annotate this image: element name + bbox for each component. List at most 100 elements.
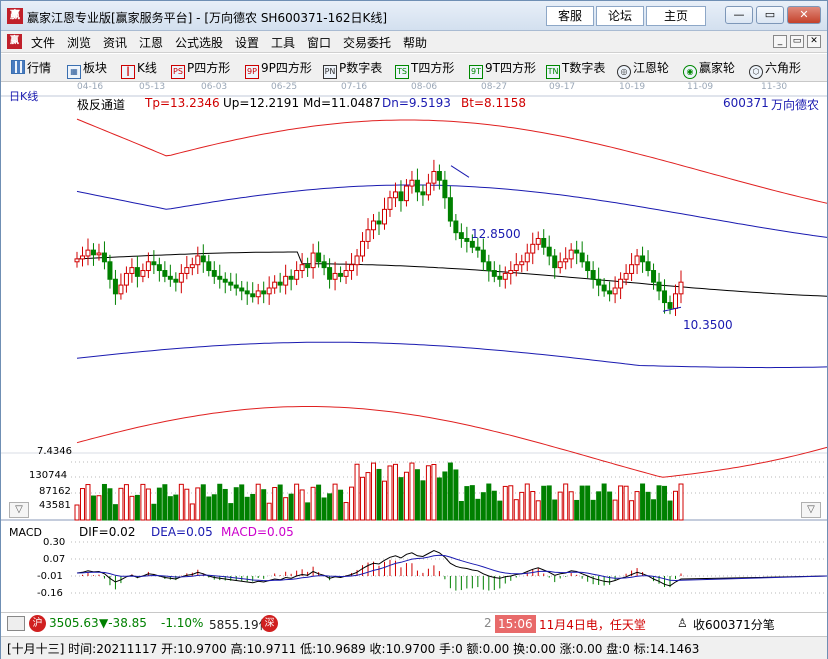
toolbar-t-square-button[interactable]: TS T四方形 <box>395 59 455 79</box>
volume-bar <box>640 483 646 521</box>
volume-bar <box>546 485 552 521</box>
volume-bar <box>475 498 481 521</box>
dea-value: DEA=0.05 <box>151 525 213 539</box>
toolbar-quotes-button[interactable]: 行情 <box>11 59 51 77</box>
volume-bar <box>189 503 195 521</box>
toolbar-hexagon-button[interactable]: ⬡ 六角形 <box>749 59 801 79</box>
macd-axis-label: 0.07 <box>43 554 66 565</box>
volume-bar <box>299 489 305 521</box>
menu-file[interactable]: 文件 <box>31 36 56 50</box>
candle-body <box>623 272 629 280</box>
candle-body <box>266 287 272 295</box>
candle-body <box>244 290 250 295</box>
menu-settings[interactable]: 设置 <box>235 36 260 50</box>
news-time: 15:06 <box>495 615 536 633</box>
volume-bar <box>491 490 497 521</box>
menu-gann[interactable]: 江恩 <box>139 36 164 50</box>
volume-bar <box>173 494 179 521</box>
customer-service-link[interactable]: 客服 <box>546 6 594 26</box>
toolbar-9t-square-button[interactable]: 9T 9T四方形 <box>469 59 536 79</box>
volume-bar <box>305 502 311 521</box>
volume-bar <box>134 494 140 521</box>
candle-body <box>667 302 673 309</box>
mdi-close-button[interactable]: ✕ <box>807 35 821 48</box>
volume-bar <box>85 484 91 521</box>
toolbar-gann-wheel-button[interactable]: ◎ 江恩轮 <box>617 59 669 79</box>
volume-bar <box>552 499 558 521</box>
menu-help[interactable]: 帮助 <box>403 36 428 50</box>
candle-body <box>151 261 157 266</box>
volume-bar <box>354 463 360 521</box>
volume-bar <box>310 486 316 521</box>
candle-body <box>673 293 679 309</box>
menu-info[interactable]: 资讯 <box>103 36 128 50</box>
candle-body <box>568 249 574 260</box>
collapse-up-button[interactable]: ▽ <box>9 502 29 518</box>
volume-bar <box>645 491 651 521</box>
menu-trade[interactable]: 交易委托 <box>343 36 392 50</box>
candle-body <box>376 220 382 225</box>
menu-window[interactable]: 窗口 <box>307 36 332 50</box>
menu-tools[interactable]: 工具 <box>271 36 296 50</box>
alarm-bell-icon[interactable]: ♙ <box>677 616 688 630</box>
close-button[interactable]: ✕ <box>787 6 821 24</box>
toolbar-label: 9P四方形 <box>261 61 312 75</box>
keyboard-icon[interactable] <box>7 616 25 631</box>
collapse-down-button[interactable]: ▽ <box>801 502 821 518</box>
toolbar-p-table-button[interactable]: PN P数字表 <box>323 59 382 79</box>
toolbar-9p-square-button[interactable]: 9P 9P四方形 <box>245 59 312 79</box>
mdi-restore-button[interactable]: ▭ <box>790 35 804 48</box>
toolbar-winner-wheel-button[interactable]: ◉ 赢家轮 <box>683 59 735 79</box>
volume-bar <box>151 503 157 521</box>
homepage-link[interactable]: 主页 <box>646 6 706 26</box>
volume-bar <box>79 488 85 521</box>
candle-body <box>74 258 80 263</box>
mdi-minimize-button[interactable]: _ <box>773 35 787 48</box>
volume-bar <box>211 494 217 521</box>
date-tick: 04-16 <box>77 82 104 92</box>
title-bar[interactable]: 赢 赢家江恩专业版[赢家服务平台] - [万向德农 SH600371-162日K… <box>1 1 827 31</box>
volume-bar <box>502 485 508 521</box>
date-tick: 09-17 <box>549 82 576 92</box>
volume-bar <box>629 500 635 521</box>
candle-body <box>277 281 283 286</box>
toolbar-t-table-button[interactable]: TN T数字表 <box>546 59 605 79</box>
candle-body <box>195 255 201 266</box>
volume-bar <box>508 485 514 521</box>
menu-browse[interactable]: 浏览 <box>67 36 92 50</box>
volume-bar <box>612 499 618 521</box>
news-ticker[interactable]: 11月4日电，任天堂 <box>539 618 646 632</box>
candle-body <box>634 255 640 266</box>
volume-bar <box>178 483 184 521</box>
candle-body <box>112 278 118 295</box>
menu-formula[interactable]: 公式选股 <box>175 36 224 50</box>
chart-pane[interactable]: 日K线 04-16 05-13 06-03 06-25 07-16 08-06 … <box>1 82 827 604</box>
candle-body <box>579 252 585 263</box>
volume-bar <box>112 504 118 521</box>
minimize-button[interactable]: — <box>725 6 753 24</box>
date-tick: 06-03 <box>201 82 228 92</box>
up-value: Up=12.2191 <box>223 96 300 110</box>
volume-bar <box>530 490 536 521</box>
toolbar-label: T四方形 <box>411 61 455 75</box>
hexagon-icon: ⬡ <box>749 65 763 79</box>
volume-bar <box>107 488 113 521</box>
restore-button[interactable]: ▭ <box>756 6 784 24</box>
candle-body <box>228 281 234 286</box>
toolbar-p-square-button[interactable]: PS P四方形 <box>171 59 230 79</box>
dif-value: DIF=0.02 <box>79 525 136 539</box>
toolbar-kline-button[interactable]: ┃ K线 <box>121 59 157 79</box>
forum-link[interactable]: 论坛 <box>596 6 644 26</box>
candle-body <box>420 191 426 196</box>
volume-bar <box>123 484 129 521</box>
candle-body <box>162 270 168 277</box>
kline-chart[interactable] <box>1 82 827 604</box>
grid-icon <box>11 60 25 74</box>
volume-bar <box>458 500 464 521</box>
candle-body <box>178 272 184 283</box>
volume-bar <box>272 487 278 521</box>
volume-bar <box>206 496 212 521</box>
candle-body <box>365 229 371 242</box>
toolbar-blocks-button[interactable]: ▦ 板块 <box>67 59 107 79</box>
